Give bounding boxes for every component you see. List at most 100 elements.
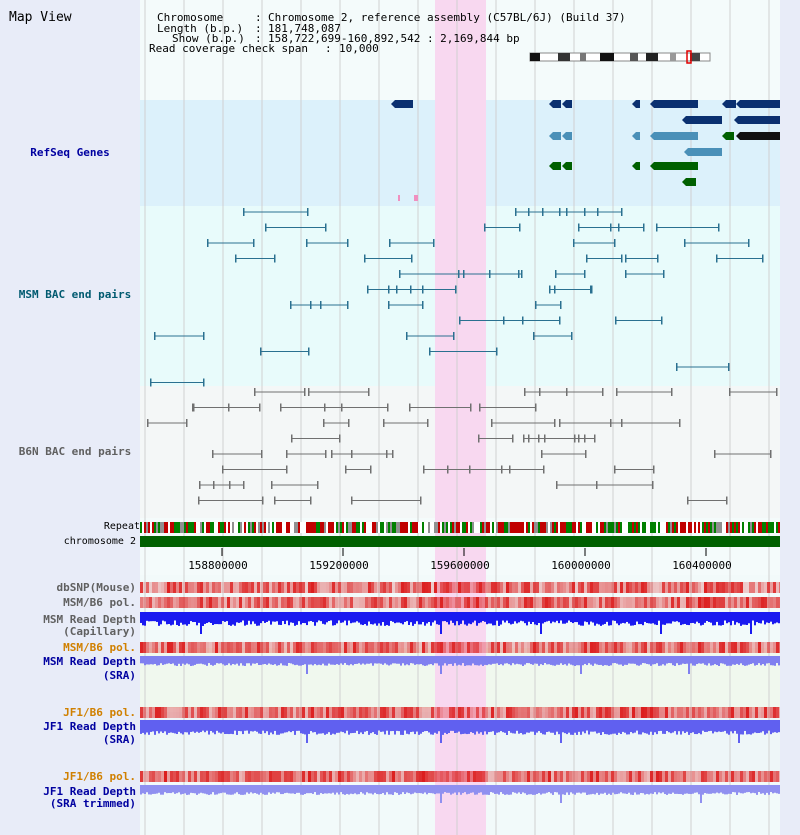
polymorphism-cell bbox=[194, 707, 197, 718]
polymorphism-cell bbox=[356, 707, 359, 718]
polymorphism-cell bbox=[158, 597, 161, 608]
bac-end bbox=[396, 285, 398, 294]
polymorphism-cell bbox=[527, 597, 530, 608]
read-depth-bar bbox=[164, 720, 166, 732]
read-depth-bar bbox=[378, 612, 380, 624]
repeat-segment bbox=[460, 522, 462, 533]
read-depth-bar bbox=[758, 656, 760, 664]
polymorphism-cell bbox=[140, 582, 143, 593]
polymorphism-cell bbox=[317, 642, 320, 653]
polymorphism-cell bbox=[701, 582, 704, 593]
read-depth-bar bbox=[644, 720, 646, 734]
read-depth-bar bbox=[522, 785, 524, 793]
track-label-jf1-depth[interactable]: JF1 Read Depth bbox=[43, 720, 136, 733]
track-label-msm-depth-sra[interactable]: MSM Read Depth bbox=[43, 655, 136, 668]
repeat-segment bbox=[456, 522, 458, 533]
track-label-repeat[interactable]: Repeat bbox=[103, 521, 140, 532]
polymorphism-cell bbox=[320, 597, 323, 608]
bac-end bbox=[714, 450, 716, 458]
read-depth-bar bbox=[486, 612, 488, 625]
read-depth-bar bbox=[732, 612, 734, 621]
polymorphism-cell bbox=[191, 642, 194, 653]
read-depth-bar bbox=[592, 656, 594, 666]
read-depth-bar bbox=[694, 785, 696, 793]
read-depth-bar bbox=[624, 785, 626, 794]
polymorphism-cell bbox=[608, 642, 611, 653]
track-label-jf1-pol-2[interactable]: JF1/B6 pol. bbox=[63, 770, 136, 783]
track-label-b6n-bac[interactable]: B6N BAC end pairs bbox=[18, 445, 132, 458]
polymorphism-cell bbox=[206, 642, 209, 653]
polymorphism-cell bbox=[701, 771, 704, 782]
read-depth-bar bbox=[210, 656, 212, 665]
polymorphism-cell bbox=[602, 771, 605, 782]
track-label-dbsnp[interactable]: dbSNP(Mouse) bbox=[56, 581, 136, 594]
polymorphism-cell bbox=[197, 597, 200, 608]
polymorphism-cell bbox=[383, 597, 386, 608]
track-area[interactable]: 158800000 159200000 159600000 160000000 1604… bbox=[140, 0, 780, 835]
read-depth-bar bbox=[590, 785, 592, 795]
read-depth-bar bbox=[602, 785, 604, 794]
track-label-msm-depth-cap[interactable]: MSM Read Depth bbox=[43, 613, 136, 626]
polymorphism-cell bbox=[494, 597, 497, 608]
read-depth-bar bbox=[404, 612, 406, 622]
polymorphism-cell bbox=[302, 642, 305, 653]
read-depth-bar bbox=[624, 656, 626, 665]
polymorphism-cell bbox=[704, 707, 707, 718]
track-label-msm-pol-sra[interactable]: MSM/B6 pol. bbox=[63, 641, 136, 654]
read-depth-bar bbox=[630, 656, 632, 664]
track-label-refseq[interactable]: RefSeq Genes bbox=[30, 146, 110, 159]
read-depth-bar bbox=[680, 720, 682, 735]
polymorphism-cell bbox=[407, 582, 410, 593]
read-depth-bar bbox=[232, 720, 234, 735]
polymorphism-cell bbox=[683, 707, 686, 718]
repeat-segment bbox=[142, 522, 144, 533]
polymorphism-cell bbox=[380, 771, 383, 782]
track-label-msm-bac[interactable]: MSM BAC end pairs bbox=[18, 288, 132, 301]
track-label-jf1-trim[interactable]: JF1 Read Depth bbox=[43, 785, 136, 798]
read-depth-bar bbox=[758, 612, 760, 624]
read-depth-bar bbox=[384, 785, 386, 795]
polymorphism-cell bbox=[452, 597, 455, 608]
read-depth-bar bbox=[654, 785, 656, 793]
read-depth-bar bbox=[534, 612, 536, 625]
polymorphism-cell bbox=[626, 597, 629, 608]
repeat-segment bbox=[710, 522, 712, 533]
axis-tick-label: 160000000 bbox=[551, 559, 611, 572]
read-depth-bar bbox=[644, 612, 646, 622]
track-label-panel bbox=[0, 0, 140, 835]
track-canvas[interactable]: 158800000 159200000 159600000 160000000 1604… bbox=[140, 0, 780, 835]
polymorphism-cell bbox=[311, 707, 314, 718]
read-depth-bar bbox=[634, 720, 636, 733]
read-depth-bar bbox=[278, 720, 280, 735]
read-depth-bar bbox=[362, 720, 364, 735]
polymorphism-cell bbox=[596, 771, 599, 782]
read-depth-bar bbox=[778, 656, 780, 666]
polymorphism-cell bbox=[569, 582, 572, 593]
track-label-msm-pol[interactable]: MSM/B6 pol. bbox=[63, 596, 136, 609]
bac-end bbox=[370, 465, 372, 474]
read-depth-bar bbox=[518, 656, 520, 665]
length-key: Length (b.p.) bbox=[157, 22, 244, 35]
read-depth-bar bbox=[494, 720, 496, 735]
read-depth-bar bbox=[348, 612, 350, 621]
repeat-segment bbox=[282, 522, 284, 533]
read-depth-bar bbox=[148, 785, 150, 795]
polymorphism-cell bbox=[497, 582, 500, 593]
read-depth-bar bbox=[234, 612, 236, 626]
repeat-segment bbox=[590, 522, 592, 533]
track-label-jf1-pol[interactable]: JF1/B6 pol. bbox=[63, 706, 136, 719]
gene-arrow bbox=[632, 100, 636, 108]
repeat-segment bbox=[678, 522, 680, 533]
read-depth-bar bbox=[354, 720, 356, 733]
read-depth-bar bbox=[720, 612, 722, 626]
polymorphism-cell bbox=[365, 771, 368, 782]
read-depth-bar bbox=[316, 612, 318, 623]
read-depth-bar bbox=[442, 720, 444, 735]
polymorphism-cell bbox=[515, 597, 518, 608]
polymorphism-cell bbox=[515, 642, 518, 653]
read-depth-bar bbox=[580, 612, 582, 626]
read-depth-bar bbox=[576, 656, 578, 666]
polymorphism-cell bbox=[248, 597, 251, 608]
read-depth-bar bbox=[640, 612, 642, 625]
repeat-segment bbox=[760, 522, 762, 533]
